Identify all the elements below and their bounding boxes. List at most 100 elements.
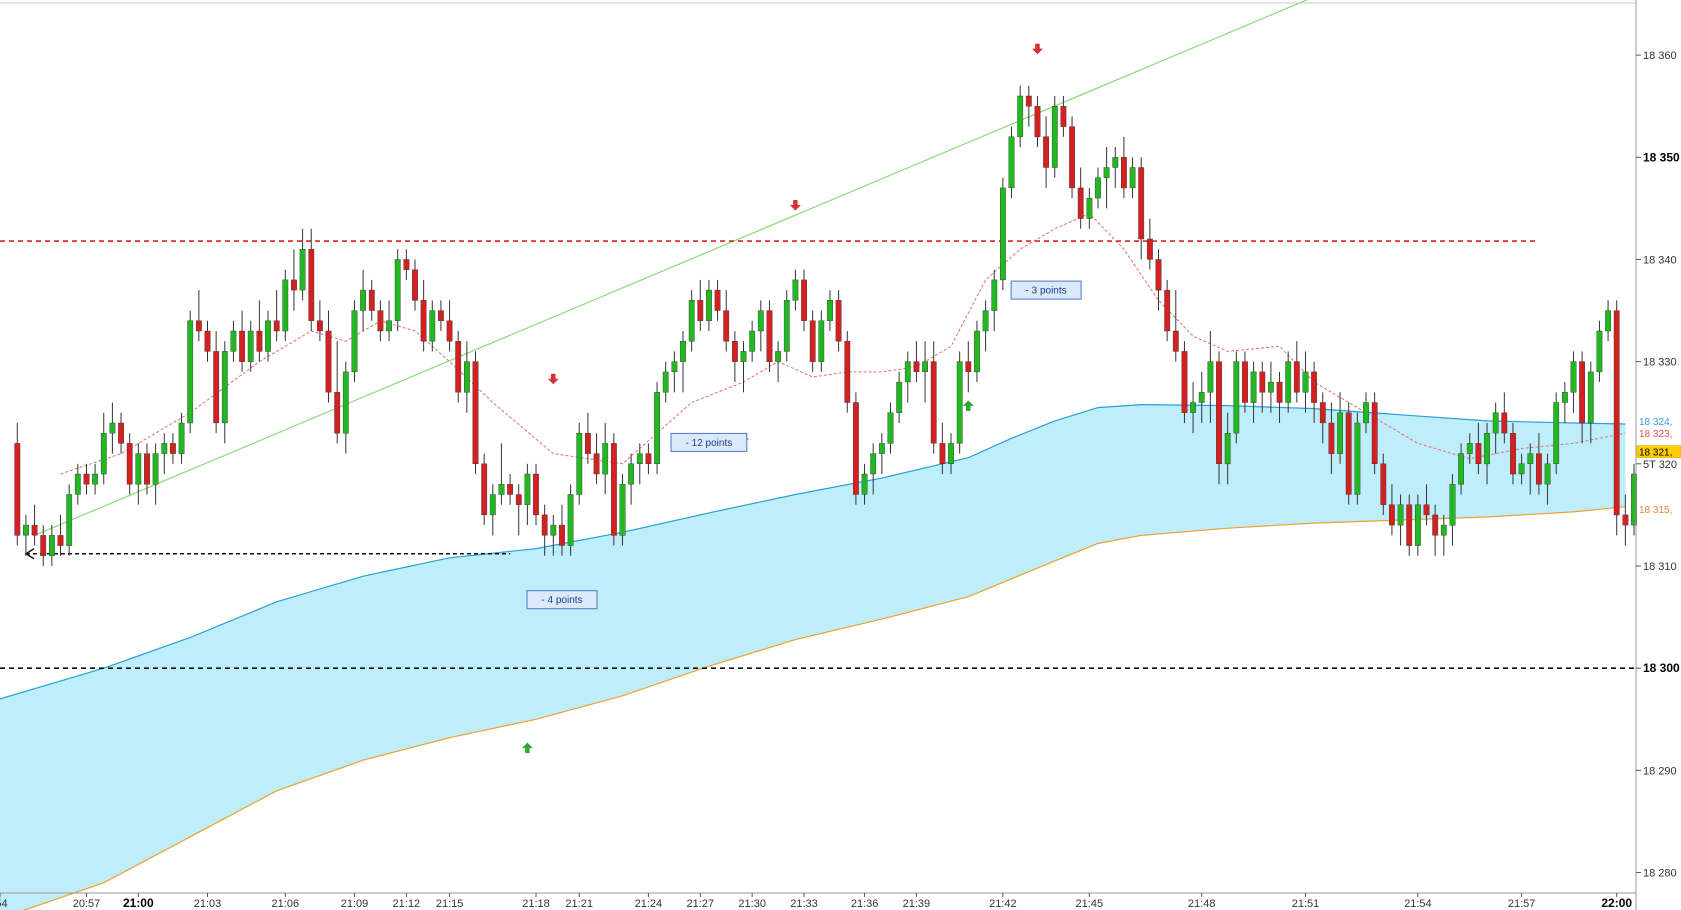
candle-down[interactable] bbox=[403, 259, 410, 270]
candle-up[interactable] bbox=[1129, 167, 1136, 189]
candle-up[interactable] bbox=[1492, 412, 1499, 434]
candle-down[interactable] bbox=[377, 310, 384, 332]
candle-down[interactable] bbox=[1146, 238, 1153, 260]
candle-up[interactable] bbox=[636, 453, 643, 465]
candle-down[interactable] bbox=[723, 310, 730, 342]
candle-up[interactable] bbox=[783, 300, 790, 352]
candle-up[interactable] bbox=[394, 259, 401, 321]
candle-up[interactable] bbox=[360, 289, 366, 311]
candle-up[interactable] bbox=[706, 289, 712, 322]
candle-up[interactable] bbox=[135, 453, 142, 485]
candle-up[interactable] bbox=[49, 535, 55, 557]
candle-down[interactable] bbox=[118, 422, 125, 444]
candle-up[interactable] bbox=[247, 330, 254, 362]
candle-down[interactable] bbox=[1164, 289, 1171, 332]
candle-down[interactable] bbox=[1025, 95, 1032, 107]
candle-down[interactable] bbox=[1181, 351, 1188, 413]
candle-up[interactable] bbox=[1605, 310, 1612, 332]
candle-up[interactable] bbox=[1000, 187, 1006, 281]
candle-down[interactable] bbox=[31, 524, 38, 536]
candle-up[interactable] bbox=[464, 361, 470, 393]
candle-down[interactable] bbox=[930, 361, 937, 444]
candle-up[interactable] bbox=[1440, 524, 1447, 536]
candle-up[interactable] bbox=[671, 361, 678, 373]
candle-up[interactable] bbox=[1518, 463, 1525, 475]
candle-up[interactable] bbox=[991, 279, 998, 311]
candle-up[interactable] bbox=[1397, 504, 1404, 526]
candle-down[interactable] bbox=[1311, 371, 1318, 403]
candle-up[interactable] bbox=[187, 320, 194, 424]
candle-down[interactable] bbox=[325, 330, 332, 393]
candle-up[interactable] bbox=[1095, 177, 1101, 199]
candle-up[interactable] bbox=[567, 494, 574, 546]
candle-up[interactable] bbox=[524, 473, 531, 505]
candle-up[interactable] bbox=[654, 392, 661, 464]
candle-up[interactable] bbox=[749, 330, 756, 352]
candle-up[interactable] bbox=[861, 473, 868, 495]
candle-down[interactable] bbox=[40, 535, 47, 557]
candle-down[interactable] bbox=[1380, 463, 1387, 505]
candle-down[interactable] bbox=[1242, 361, 1248, 403]
candle-up[interactable] bbox=[489, 494, 496, 516]
candle-up[interactable] bbox=[1587, 371, 1594, 424]
candle-down[interactable] bbox=[481, 463, 488, 516]
candle-up[interactable] bbox=[948, 443, 954, 464]
candle-up[interactable] bbox=[351, 310, 358, 373]
candle-up[interactable] bbox=[1544, 463, 1551, 485]
candle-up[interactable] bbox=[1198, 392, 1205, 403]
candle-down[interactable] bbox=[1138, 167, 1145, 240]
candle-down[interactable] bbox=[256, 330, 263, 352]
candle-up[interactable] bbox=[870, 453, 877, 475]
candle-down[interactable] bbox=[1216, 361, 1222, 465]
candle-up[interactable] bbox=[100, 433, 107, 475]
candle-down[interactable] bbox=[438, 310, 444, 322]
candle-up[interactable] bbox=[1458, 453, 1465, 485]
candle-up[interactable] bbox=[1466, 443, 1473, 454]
candle-down[interactable] bbox=[1034, 105, 1041, 138]
candle-down[interactable] bbox=[835, 300, 842, 342]
candle-down[interactable] bbox=[766, 310, 773, 362]
candle-up[interactable] bbox=[550, 524, 557, 536]
candle-up[interactable] bbox=[1051, 105, 1058, 168]
candle-down[interactable] bbox=[169, 443, 176, 454]
candle-up[interactable] bbox=[342, 371, 349, 434]
candle-down[interactable] bbox=[732, 341, 738, 362]
candle-down[interactable] bbox=[239, 330, 245, 362]
candle-down[interactable] bbox=[412, 269, 418, 301]
candle-up[interactable] bbox=[602, 443, 609, 475]
candle-up[interactable] bbox=[74, 473, 81, 495]
candle-up[interactable] bbox=[152, 453, 159, 485]
candle-down[interactable] bbox=[420, 300, 427, 342]
candle-down[interactable] bbox=[1060, 105, 1067, 127]
candle-down[interactable] bbox=[1259, 371, 1266, 393]
candle-down[interactable] bbox=[317, 320, 323, 332]
candle-down[interactable] bbox=[1579, 361, 1586, 424]
candle-down[interactable] bbox=[1172, 330, 1179, 352]
candle-up[interactable] bbox=[1354, 422, 1361, 495]
candle-up[interactable] bbox=[688, 300, 695, 342]
candle-up[interactable] bbox=[662, 371, 669, 393]
candle-down[interactable] bbox=[213, 351, 220, 424]
candle-down[interactable] bbox=[533, 473, 539, 516]
candle-down[interactable] bbox=[1293, 361, 1300, 393]
candle-up[interactable] bbox=[982, 310, 989, 332]
candle-down[interactable] bbox=[1432, 514, 1439, 536]
candle-down[interactable] bbox=[1319, 402, 1326, 424]
candle-up[interactable] bbox=[265, 320, 271, 352]
candle-down[interactable] bbox=[809, 320, 816, 362]
candle-down[interactable] bbox=[593, 453, 600, 475]
candle-up[interactable] bbox=[1484, 433, 1490, 465]
candle-up[interactable] bbox=[1596, 330, 1603, 373]
candle-up[interactable] bbox=[66, 494, 73, 546]
candle-down[interactable] bbox=[1622, 514, 1629, 526]
candle-down[interactable] bbox=[1276, 381, 1283, 403]
candle-up[interactable] bbox=[1008, 136, 1015, 189]
candle-up[interactable] bbox=[178, 422, 185, 454]
candle-down[interactable] bbox=[1328, 422, 1335, 454]
candle-up[interactable] bbox=[1631, 473, 1637, 526]
candle-up[interactable] bbox=[922, 361, 929, 373]
candle-up[interactable] bbox=[1363, 402, 1369, 424]
candle-up[interactable] bbox=[498, 484, 505, 495]
candle-down[interactable] bbox=[446, 320, 453, 342]
